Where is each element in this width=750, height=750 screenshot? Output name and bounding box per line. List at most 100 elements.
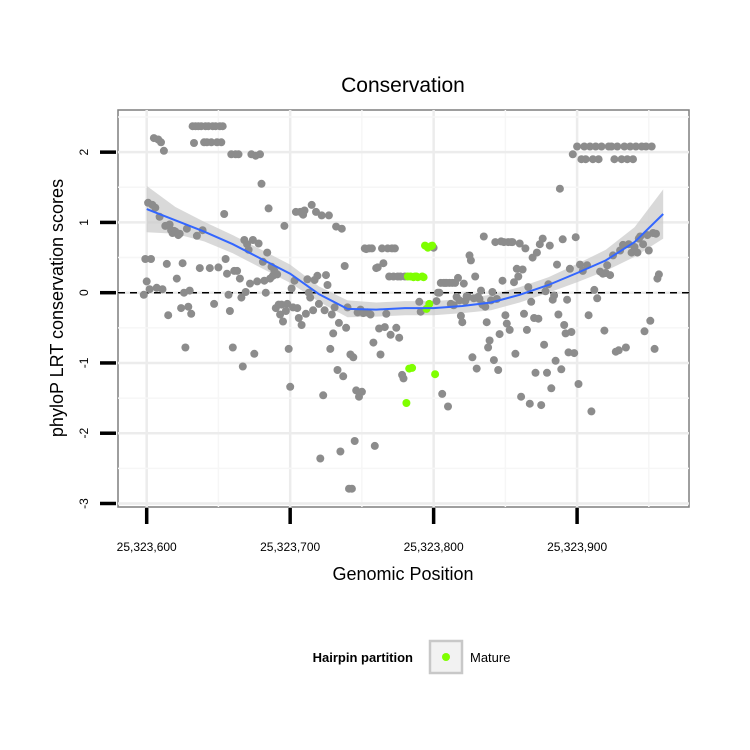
data-point <box>342 323 351 332</box>
data-point <box>438 389 447 398</box>
data-point <box>482 318 491 327</box>
data-point <box>395 333 404 342</box>
data-point <box>554 310 563 319</box>
legend-label-mature: Mature <box>470 650 510 665</box>
data-point <box>210 299 219 308</box>
mature-point <box>408 363 417 372</box>
data-point <box>468 353 477 362</box>
data-point <box>642 142 650 151</box>
data-point <box>207 138 216 147</box>
x-tick-label: 25,323,700 <box>260 540 320 554</box>
data-point <box>281 307 290 315</box>
legend-title: Hairpin partition <box>313 650 413 665</box>
data-point <box>178 259 187 268</box>
data-point <box>221 255 230 263</box>
data-point <box>139 290 148 299</box>
data-point <box>233 266 242 275</box>
data-point <box>571 233 580 242</box>
data-point <box>380 323 389 332</box>
data-point <box>472 364 481 373</box>
data-point <box>444 402 452 411</box>
data-point <box>347 484 356 493</box>
data-point <box>280 221 289 230</box>
data-point <box>228 343 237 352</box>
data-point <box>157 138 165 147</box>
data-point <box>142 277 151 286</box>
data-point <box>623 155 632 164</box>
smooth-curve-layer <box>146 208 664 311</box>
data-point <box>349 353 358 362</box>
data-point <box>379 259 388 268</box>
data-point <box>276 310 285 319</box>
data-point <box>323 281 332 289</box>
data-point <box>238 362 247 371</box>
data-point <box>567 328 576 336</box>
data-point <box>320 306 329 315</box>
data-point <box>214 263 223 272</box>
data-point <box>306 293 315 302</box>
y-tick-label: 0 <box>77 289 91 296</box>
data-point <box>367 244 376 253</box>
points-layer <box>139 122 663 493</box>
data-point <box>369 338 378 347</box>
data-point <box>620 142 629 151</box>
data-point <box>370 441 379 450</box>
y-axis-title: phyloP LRT conservation scores <box>47 179 67 437</box>
data-point <box>376 350 385 359</box>
data-point <box>254 239 263 248</box>
data-point <box>485 336 494 345</box>
y-tick-label: -1 <box>77 357 91 368</box>
data-point <box>557 365 566 374</box>
data-point <box>456 311 465 320</box>
data-point <box>606 271 615 280</box>
data-point <box>303 275 312 284</box>
data-point <box>587 407 596 416</box>
data-point <box>570 349 579 358</box>
data-point <box>334 318 343 327</box>
data-point <box>524 283 533 292</box>
data-point <box>639 240 648 249</box>
data-point <box>550 291 559 300</box>
data-point <box>484 343 493 352</box>
data-point <box>373 263 382 272</box>
data-point <box>458 318 467 327</box>
data-point <box>313 271 322 280</box>
data-point <box>340 262 349 270</box>
data-point <box>538 234 547 243</box>
data-point <box>333 366 342 374</box>
data-point <box>532 248 541 257</box>
data-point <box>237 293 246 302</box>
data-point <box>644 246 653 255</box>
data-point <box>317 211 326 220</box>
data-point <box>502 319 511 328</box>
data-point <box>164 311 173 320</box>
data-point <box>187 309 196 318</box>
data-point <box>225 307 234 315</box>
y-tick-label: -2 <box>77 428 91 439</box>
data-point <box>184 302 193 311</box>
data-point <box>382 309 391 318</box>
mature-point <box>425 299 434 308</box>
data-point <box>145 285 154 294</box>
data-point <box>510 278 518 287</box>
data-point <box>531 368 540 377</box>
data-point <box>158 285 167 294</box>
data-point <box>498 276 507 285</box>
chart-title: Conservation <box>341 74 465 97</box>
data-point <box>190 139 198 147</box>
data-point <box>294 314 303 322</box>
data-point <box>316 454 325 463</box>
data-point <box>558 235 567 244</box>
data-point <box>220 210 229 218</box>
data-point <box>593 294 602 303</box>
mature-point <box>431 370 440 379</box>
data-point <box>350 437 359 445</box>
data-point <box>617 155 626 164</box>
data-point <box>195 264 204 273</box>
data-point <box>545 241 554 250</box>
data-point <box>508 238 517 247</box>
data-point <box>521 244 530 253</box>
data-point <box>309 306 318 315</box>
data-point <box>588 155 597 164</box>
data-point <box>565 264 574 273</box>
